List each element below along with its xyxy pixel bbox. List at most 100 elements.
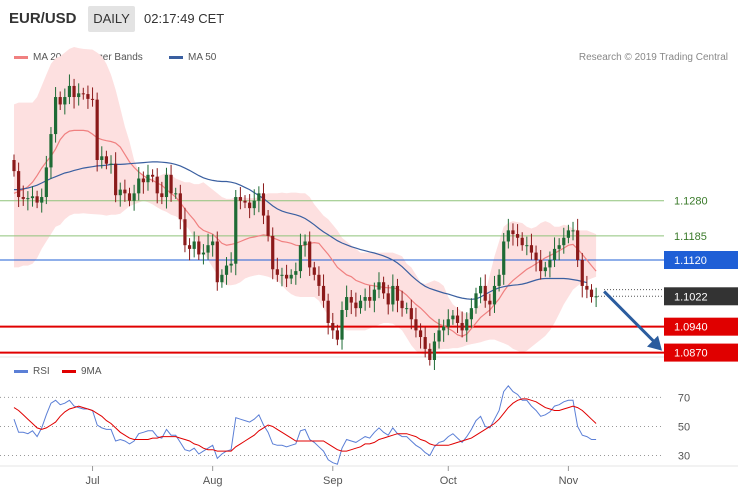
candle-body [178,193,182,220]
legend-ma50: MA 50 [169,52,216,63]
candle [460,311,464,338]
candle-body [585,285,589,290]
candle-body [358,300,363,309]
candle-body [206,245,210,253]
candle-body [534,252,538,260]
resistance-label: 1.1185 [674,231,707,243]
candle [187,238,192,261]
candle [294,262,298,285]
rsi-line [13,385,597,465]
candle [589,284,594,303]
candle [206,233,210,260]
candle [502,232,506,285]
x-axis: Jul Aug Sep Oct Nov [86,466,579,487]
candle [345,285,349,318]
candle-body [368,297,372,301]
candle-body [465,319,469,331]
candle-body [543,267,547,272]
candle-body [455,315,460,323]
candle-body [215,241,219,283]
candle-body [164,174,169,198]
candle [220,269,224,288]
candle [257,186,261,213]
support-label: 1.0870 [674,348,708,360]
candle [414,307,418,338]
candle-body [548,260,552,268]
candle [543,261,547,277]
candle-body [72,85,76,98]
candle [303,234,307,257]
candle-body [446,319,450,327]
candle [12,154,16,177]
candle [552,237,557,268]
candle-body [557,245,561,249]
candle [446,309,450,336]
candle [451,310,455,325]
candle-body [86,94,90,99]
candle-body [363,297,367,301]
candle [340,301,344,350]
legend-rsi-swatch [14,369,28,373]
candle [197,235,201,260]
candle [178,184,182,230]
last-price-label: 1.1022 [674,291,708,303]
candle-body [525,245,529,247]
candle-body [284,274,289,279]
candle-body [594,296,598,298]
support-label: 1.0940 [674,322,708,334]
candle-body [331,322,335,331]
candle [557,238,561,261]
candle [155,168,159,204]
candle-body [58,97,62,105]
candle [585,275,589,299]
candle [497,269,501,292]
rsi-ma-line [13,398,597,452]
candle-body [409,308,413,320]
legend-rsi: RSI [14,366,50,377]
last-price-badge [664,287,738,306]
candle-body [229,263,233,266]
candle [529,233,534,260]
candle-body [418,330,423,338]
candle-body [308,241,312,268]
candle [515,224,520,247]
candle-body [201,252,206,255]
timeframe-tab[interactable]: DAILY [88,6,135,32]
x-tick-label: Aug [203,475,223,487]
candle-body [469,308,473,320]
candle-body [414,319,418,331]
candle [118,182,122,207]
candle [437,318,441,349]
candle-body [442,326,446,331]
clock-time: 02:17:49 CET [144,11,225,26]
candle-body [391,285,395,305]
candle-body [428,348,432,360]
candle-body [479,285,483,294]
candle-body [386,293,390,305]
candle [90,87,95,107]
candle [224,257,229,285]
candle-body [289,274,293,279]
candle-body [539,260,543,272]
candle-body [451,315,455,320]
candle [308,231,312,276]
candle-body [243,200,247,203]
candles [12,74,598,370]
candle-body [566,230,570,238]
candle [520,232,524,251]
candle [580,252,584,298]
candle [326,293,330,335]
candle-body [580,260,584,286]
candle [86,85,90,109]
candle-body [576,230,580,260]
candle [280,267,284,287]
price-levels: 1.1280 1.1185 1.1120 1.1022 1.0940 1.0870 [0,196,738,362]
candle-body [437,330,441,342]
candle [594,287,598,308]
candle-body [400,300,404,309]
candle [382,276,386,299]
candle [261,183,266,225]
legend-ma50-swatch [169,55,183,59]
legend-ma50-label: MA 50 [188,52,217,63]
